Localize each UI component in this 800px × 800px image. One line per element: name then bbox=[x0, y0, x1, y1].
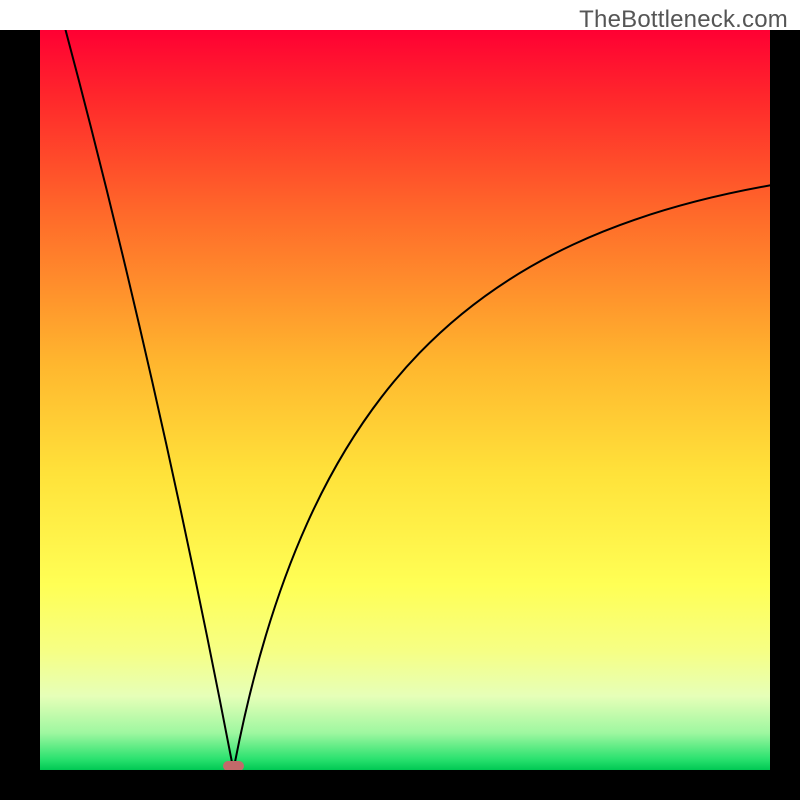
border-left bbox=[0, 30, 40, 800]
plot-area bbox=[40, 30, 770, 770]
border-bottom bbox=[0, 770, 800, 800]
chart-frame: TheBottleneck.com bbox=[0, 0, 800, 800]
border-right bbox=[770, 30, 800, 800]
notch-marker bbox=[223, 761, 243, 770]
bottleneck-curve bbox=[40, 30, 770, 770]
